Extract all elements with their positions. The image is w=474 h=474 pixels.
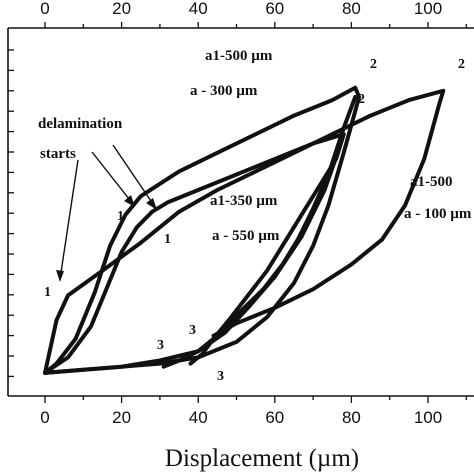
x-tick-label-top-0: 0 [40, 0, 49, 18]
data-curves [43, 85, 446, 375]
x-tick-label-bottom-20: 20 [112, 408, 131, 427]
label-a1-500-line1: a1-500 µm [205, 48, 273, 64]
x-tick-label-bottom-40: 40 [189, 408, 208, 427]
arrow-to-point-1-mid [91, 151, 134, 205]
annotation-arrows [56, 144, 157, 282]
arrowhead-3 [146, 198, 157, 210]
point-label-1c: 1 [164, 232, 171, 247]
arrow-to-point-1-right [112, 144, 156, 208]
point-label-2b: 2 [358, 92, 365, 107]
series-labels: a1-500 µm a - 300 µm a1-350 µm a - 550 µ… [38, 48, 472, 384]
x-tick-label-bottom-0: 0 [40, 408, 49, 427]
point-label-2a: 2 [370, 57, 377, 72]
x-tick-label-bottom-60: 60 [265, 408, 284, 427]
curve-loop_500_100 [43, 88, 446, 375]
point-label-2c: 2 [458, 57, 465, 72]
arrow-to-point-1-left [59, 159, 79, 280]
axes [7, 27, 474, 397]
label-a1-350-line1: a1-350 µm [210, 193, 278, 209]
point-label-1a: 1 [44, 285, 51, 300]
x-tick-label-top-100: 100 [414, 0, 442, 18]
x-tick-label-bottom-100: 100 [414, 408, 442, 427]
curve-loop_500_300 [43, 85, 362, 375]
anno-delamination: delamination [38, 116, 123, 132]
point-label-1b: 1 [117, 209, 124, 224]
anno-starts: starts [40, 146, 76, 162]
arrowhead-1 [56, 270, 64, 282]
point-label-3c: 3 [217, 369, 224, 384]
ticks: 0 20 40 60 80 100 0 20 40 60 80 100 [8, 0, 467, 427]
point-label-3a: 3 [157, 338, 164, 353]
x-tick-label-top-80: 80 [342, 0, 361, 18]
point-label-3b: 3 [189, 323, 196, 338]
label-a-100-line2: a - 100 µm [404, 206, 472, 222]
curve-branch_b [188, 132, 346, 366]
label-a-550-line2: a - 550 µm [212, 228, 280, 244]
x-tick-label-bottom-80: 80 [342, 408, 361, 427]
arrowhead-2 [124, 195, 135, 207]
x-tick-label-top-40: 40 [189, 0, 208, 18]
x-tick-label-top-60: 60 [265, 0, 284, 18]
label-a-300-line2: a - 300 µm [190, 83, 258, 99]
label-a1-500-right-line1: a1-500 [410, 174, 453, 190]
x-axis-title: Displacement (µm) [165, 445, 359, 472]
x-tick-label-top-20: 20 [112, 0, 131, 18]
